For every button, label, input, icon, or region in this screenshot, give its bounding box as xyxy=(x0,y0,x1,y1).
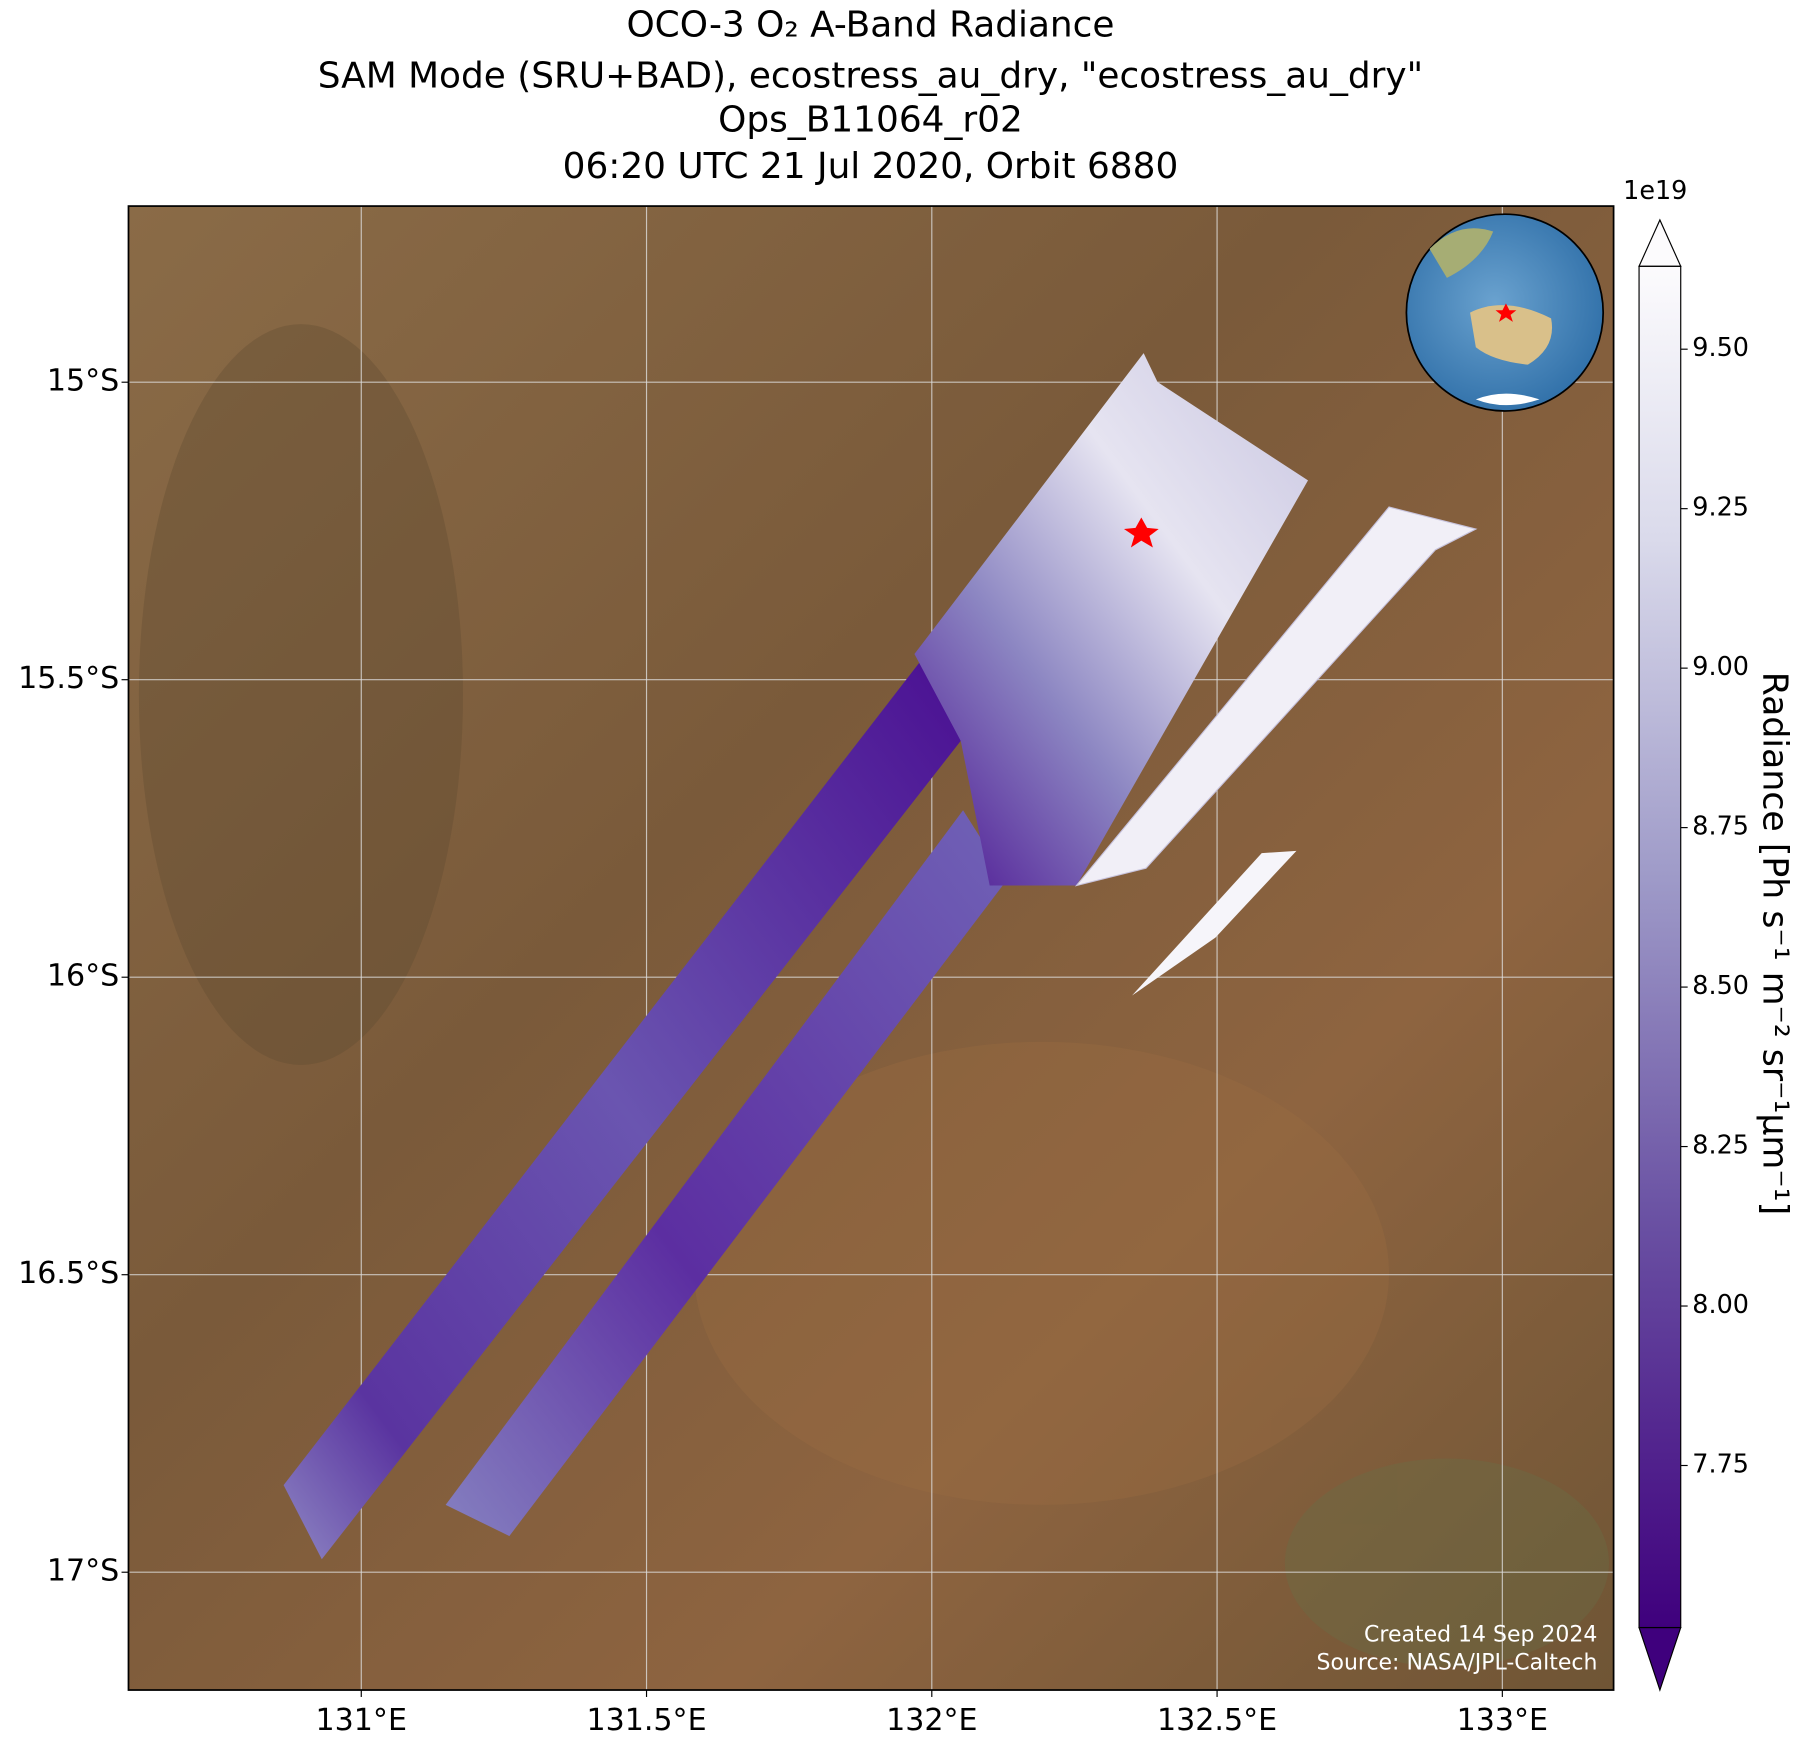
annotation: Source: NASA/JPL-Caltech xyxy=(1317,1650,1598,1675)
title-line: Ops_B11064_r02 xyxy=(718,100,1023,141)
x-tick-label: 132°E xyxy=(886,1703,977,1738)
x-tick-label: 131.5°E xyxy=(586,1703,706,1738)
y-tick-label: 15.5°S xyxy=(18,661,119,696)
inset-globe xyxy=(1405,213,1605,412)
title-line: 06:20 UTC 21 Jul 2020, Orbit 6880 xyxy=(563,146,1179,187)
y-tick-label: 16.5°S xyxy=(18,1256,119,1291)
swath xyxy=(1132,850,1297,996)
colorbar-extend xyxy=(1638,1626,1682,1692)
colorbar-exponent: 1e19 xyxy=(1623,176,1687,206)
colorbar-tick-label: 9.50 xyxy=(1692,333,1749,363)
title-line: OCO-3 O₂ A-Band Radiance xyxy=(626,5,1114,46)
colorbar-tick-label: 7.75 xyxy=(1692,1449,1749,1479)
colorbar-tick-label: 8.50 xyxy=(1692,971,1749,1001)
swath xyxy=(914,353,1309,886)
colorbar-extend xyxy=(1638,218,1682,267)
colorbar-tick-label: 8.25 xyxy=(1692,1131,1749,1161)
x-tick-label: 132.5°E xyxy=(1157,1703,1277,1738)
terrain xyxy=(138,324,1609,1667)
y-tick-label: 15°S xyxy=(47,364,119,399)
y-tick-label: 16°S xyxy=(47,959,119,994)
map-frame xyxy=(127,205,1615,1691)
swath xyxy=(283,654,961,1560)
swath xyxy=(445,810,1008,1537)
colorbar xyxy=(1639,266,1681,1628)
title-line: SAM Mode (SRU+BAD), ecostress_au_dry, "e… xyxy=(318,56,1423,97)
annotation: Created 14 Sep 2024 xyxy=(1364,1623,1597,1648)
colorbar-frame xyxy=(1638,265,1682,1629)
swaths xyxy=(283,353,1478,1560)
colorbar-tick-label: 8.00 xyxy=(1692,1290,1749,1320)
x-tick-label: 133°E xyxy=(1457,1703,1548,1738)
colorbar-tick-label: 8.75 xyxy=(1692,812,1749,842)
y-tick-label: 17°S xyxy=(47,1554,119,1589)
colorbar-label: Radiance [Ph s⁻¹ m⁻² sr⁻¹μm⁻¹] xyxy=(1754,672,1794,1215)
colorbar-tick-label: 9.00 xyxy=(1692,652,1749,682)
swath xyxy=(1074,506,1478,887)
colorbar-tick-label: 9.25 xyxy=(1692,493,1749,523)
x-tick-label: 131°E xyxy=(316,1703,407,1738)
target-marker xyxy=(1123,517,1159,548)
